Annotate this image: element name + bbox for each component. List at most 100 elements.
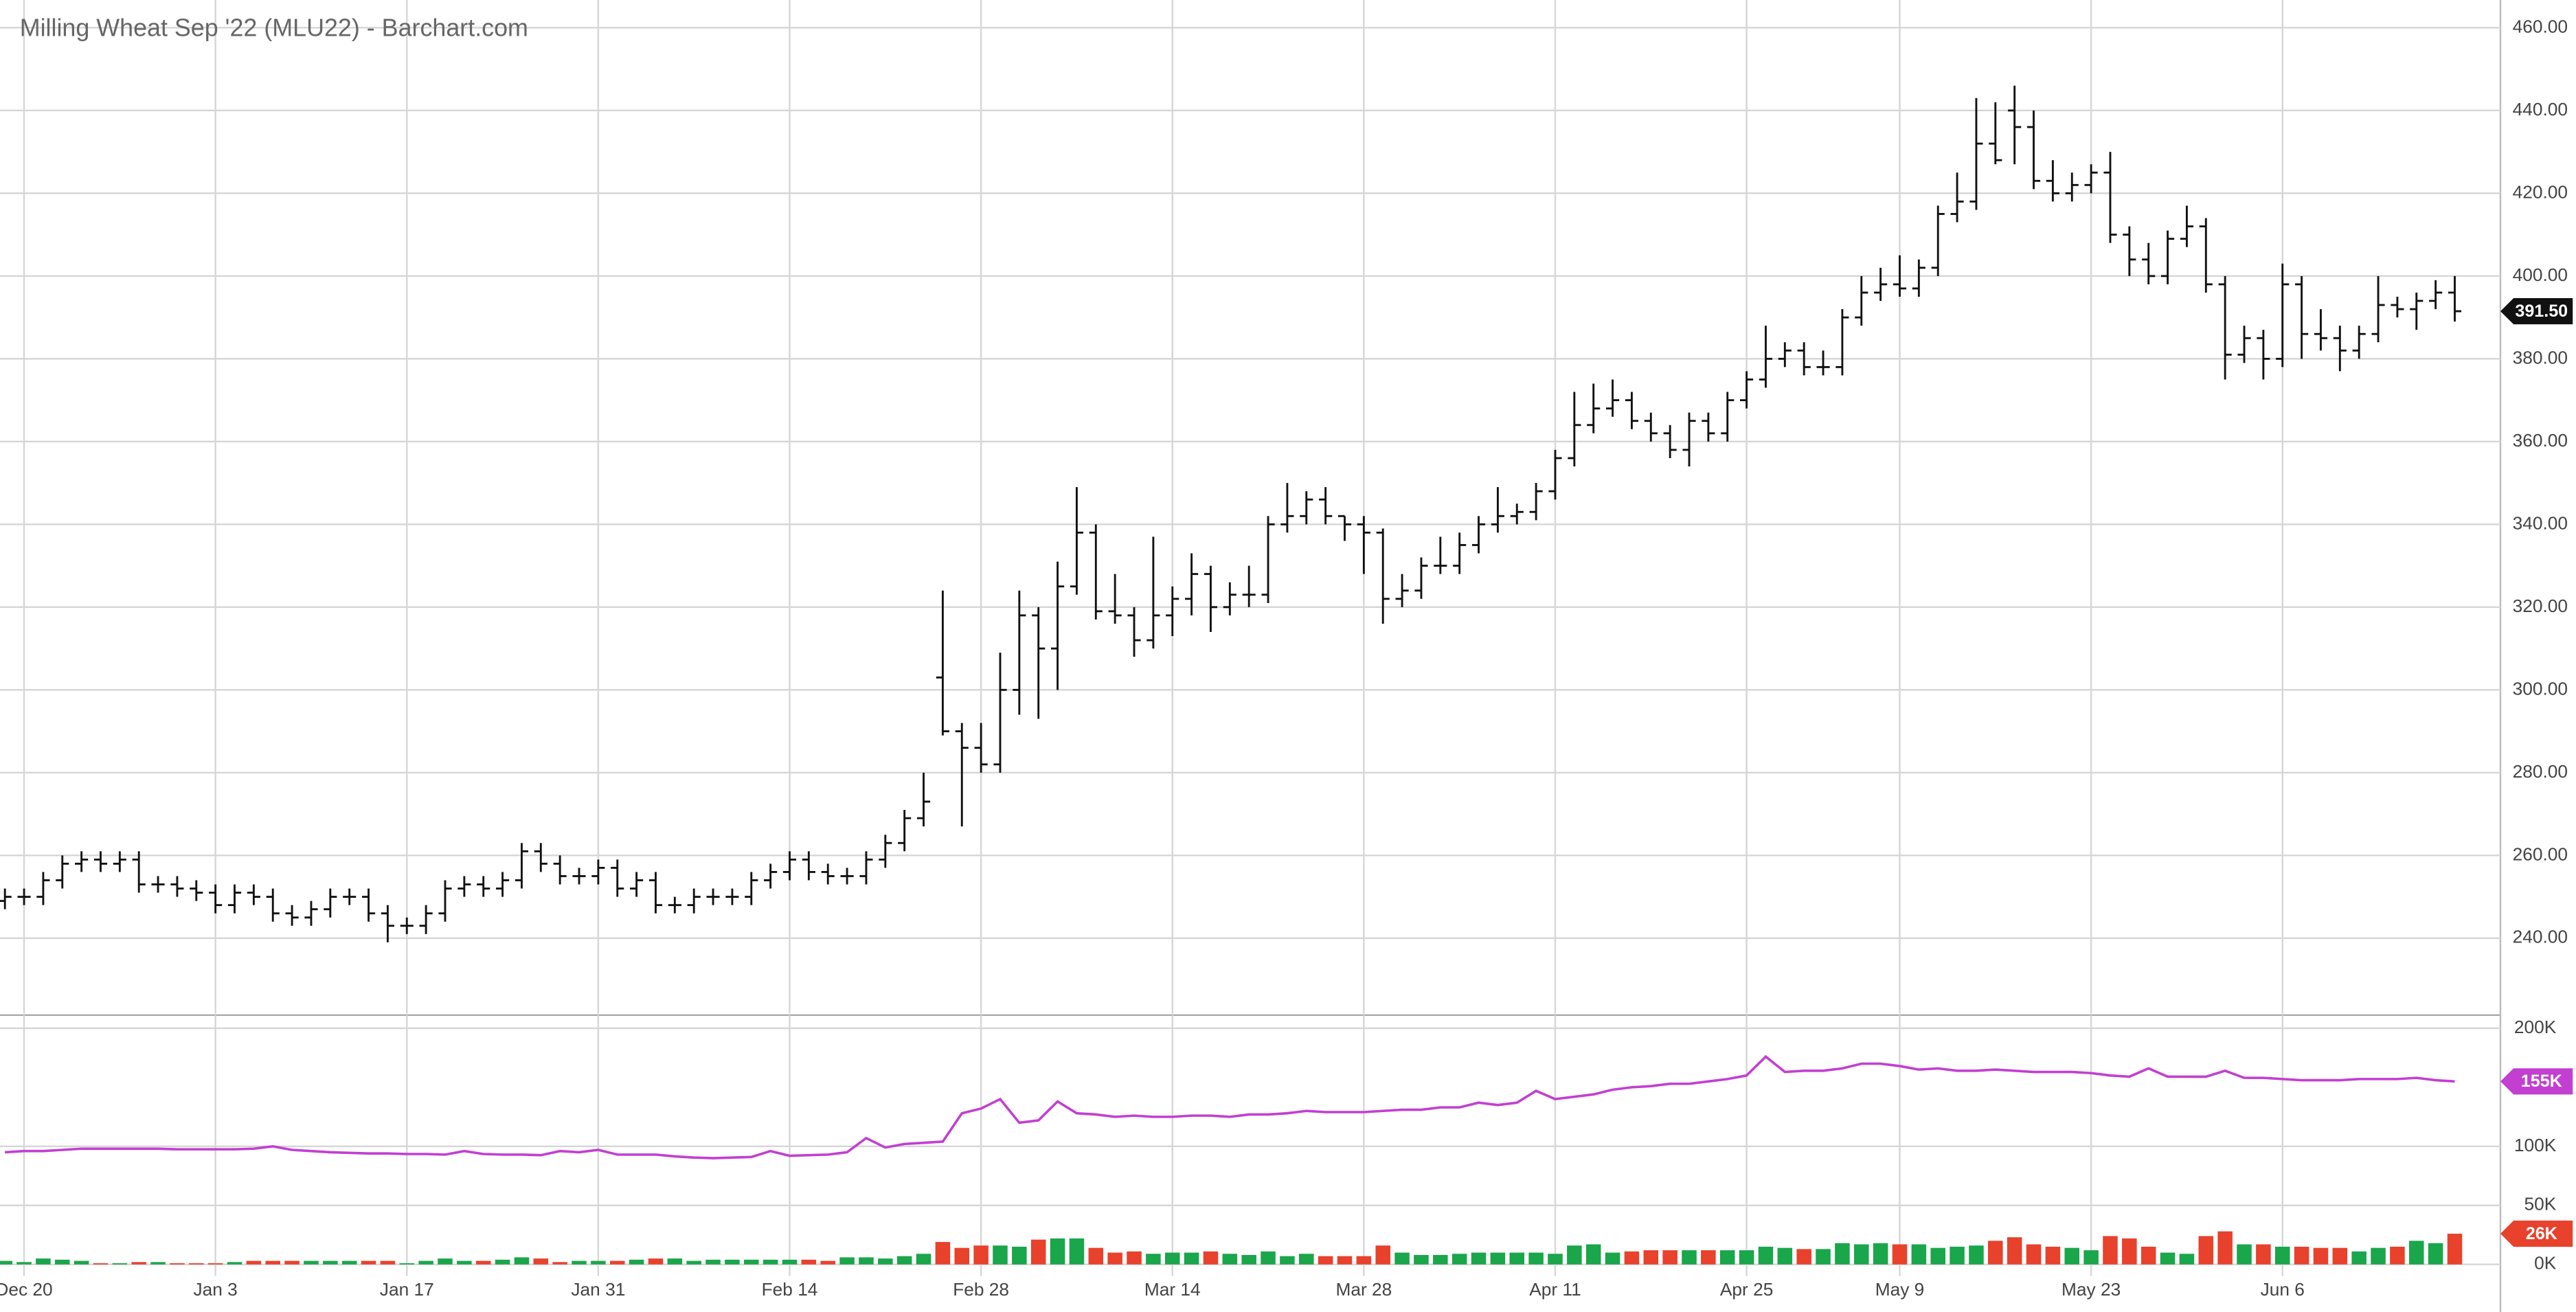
- volume-bar: [648, 1258, 664, 1265]
- x-tick-label: Feb 14: [762, 1279, 818, 1300]
- y-tick-label: 400.00: [2513, 264, 2568, 285]
- volume-bar: [1203, 1251, 1219, 1265]
- volume-bar: [1701, 1250, 1716, 1265]
- volume-bar: [1280, 1256, 1295, 1265]
- volume-bar: [2313, 1247, 2329, 1265]
- volume-bar: [380, 1260, 396, 1265]
- volume-bar: [2217, 1231, 2233, 1265]
- x-tick-label: Apr 11: [1529, 1279, 1581, 1300]
- volume-bar: [207, 1263, 223, 1265]
- x-tick-label: Feb 28: [953, 1279, 1009, 1300]
- volume-bar: [475, 1260, 491, 1265]
- volume-bar: [839, 1257, 855, 1265]
- y-tick-label: 340.00: [2513, 512, 2568, 533]
- x-tick-label: Mar 14: [1144, 1279, 1201, 1300]
- x-tick-label: May 9: [1875, 1279, 1925, 1300]
- volume-bar: [418, 1260, 433, 1265]
- volume-bar: [1892, 1244, 1908, 1265]
- y-tick-label: 200K: [2514, 1017, 2557, 1037]
- x-tick-label: May 23: [2061, 1279, 2121, 1300]
- volume-bar: [1777, 1247, 1793, 1265]
- volume-bar: [1911, 1244, 1927, 1265]
- volume-bar: [189, 1263, 204, 1265]
- volume-bar: [1950, 1246, 1965, 1265]
- volume-bar: [1337, 1256, 1353, 1265]
- volume-bar: [609, 1260, 625, 1265]
- x-tick-label: Jan 17: [380, 1279, 434, 1300]
- y-tick-label: 280.00: [2513, 761, 2568, 782]
- volume-bar: [1930, 1247, 1945, 1265]
- volume-bar: [762, 1259, 778, 1265]
- volume-bar: [1528, 1252, 1544, 1265]
- volume-bar: [2179, 1254, 2195, 1265]
- volume-bar: [341, 1260, 357, 1265]
- volume-bar: [323, 1260, 338, 1265]
- volume-bar: [1012, 1246, 1027, 1265]
- y-tick-label: 240.00: [2513, 927, 2568, 947]
- volume-bar: [1184, 1252, 1199, 1265]
- volume-bar: [2064, 1247, 2080, 1265]
- volume-bar: [2007, 1237, 2022, 1265]
- y-tick-label: 440.00: [2513, 99, 2568, 120]
- volume-bar: [16, 1262, 32, 1265]
- volume-bar: [1624, 1251, 1640, 1265]
- volume-bar: [2198, 1236, 2214, 1265]
- volume-bar: [2294, 1246, 2309, 1265]
- volume-bar: [74, 1260, 89, 1265]
- volume-bar: [1873, 1243, 1888, 1265]
- volume-bar: [591, 1260, 606, 1265]
- volume-bar: [1069, 1238, 1085, 1265]
- volume-bar: [1662, 1250, 1677, 1265]
- volume-bar: [1471, 1252, 1487, 1265]
- volume-bar: [361, 1260, 376, 1265]
- volume-bar: [131, 1262, 146, 1265]
- volume-bar: [801, 1259, 817, 1265]
- volume-bar: [782, 1259, 798, 1265]
- volume-bar: [1356, 1256, 1372, 1265]
- volume-bar: [1146, 1254, 1161, 1265]
- volume-bar: [705, 1259, 721, 1265]
- chart-title: Milling Wheat Sep '22 (MLU22) - Barchart…: [20, 14, 528, 41]
- volume-bar: [1988, 1241, 2003, 1265]
- volume-bar: [1127, 1251, 1142, 1265]
- volume-bar: [1375, 1245, 1390, 1265]
- last-oi-tag-shape: [2500, 1068, 2573, 1095]
- volume-bar: [1299, 1254, 1314, 1265]
- volume-bar: [1605, 1252, 1620, 1265]
- last-price-tag-shape: [2500, 297, 2573, 325]
- volume-bar: [1796, 1249, 1811, 1265]
- volume-bar: [304, 1260, 319, 1265]
- volume-bar: [112, 1263, 128, 1265]
- y-tick-label: 300.00: [2513, 678, 2568, 699]
- volume-bar: [1548, 1254, 1563, 1265]
- x-tick-label: Dec 20: [0, 1279, 53, 1300]
- volume-bar: [2026, 1244, 2042, 1265]
- x-tick-label: Jun 6: [2261, 1279, 2305, 1300]
- volume-bar: [284, 1260, 300, 1265]
- y-tick-label: 0K: [2534, 1253, 2557, 1274]
- volume-bar: [1835, 1243, 1850, 1265]
- volume-bar: [1394, 1252, 1410, 1265]
- volume-bar: [170, 1263, 185, 1265]
- volume-bar: [1969, 1245, 1984, 1265]
- volume-bar: [2160, 1252, 2176, 1265]
- y-tick-label: 320.00: [2513, 596, 2568, 616]
- volume-bar: [2274, 1246, 2290, 1265]
- volume-bar: [1088, 1247, 1104, 1265]
- volume-bar: [0, 1260, 12, 1265]
- volume-bar: [2140, 1246, 2156, 1265]
- volume-bar: [744, 1259, 759, 1265]
- volume-bar: [1567, 1245, 1582, 1265]
- volume-bar: [820, 1260, 835, 1265]
- volume-bar: [552, 1262, 567, 1265]
- y-tick-label: 420.00: [2513, 181, 2568, 202]
- volume-bar: [1585, 1244, 1601, 1265]
- y-tick-label: 380.00: [2513, 347, 2568, 367]
- open-interest-line: [5, 1054, 2455, 1160]
- volume-bar: [1490, 1252, 1506, 1265]
- volume-bar: [1030, 1239, 1046, 1265]
- volume-bar: [227, 1262, 242, 1265]
- volume-bar: [572, 1260, 587, 1265]
- volume-bar: [667, 1258, 683, 1265]
